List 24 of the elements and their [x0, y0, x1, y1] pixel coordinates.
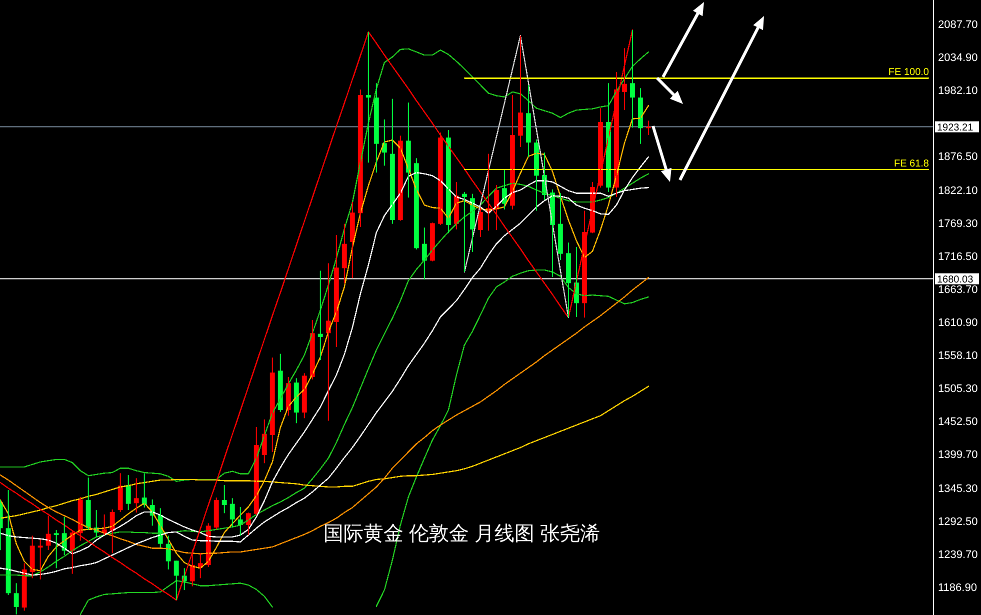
- y-tick-label: 1663.70: [938, 284, 978, 296]
- ref-line-label: 1680.03: [937, 274, 974, 286]
- y-tick-label: 1292.50: [938, 516, 978, 528]
- ref-line-label: 1923.21: [937, 122, 974, 134]
- y-tick-label: 1452.50: [938, 416, 978, 428]
- y-tick-label: 1716.50: [938, 251, 978, 263]
- y-tick-label: 1558.10: [938, 350, 978, 362]
- y-tick-label: 1769.30: [938, 218, 978, 230]
- series-label: FE 100.0: [888, 67, 930, 78]
- y-tick-label: 1399.70: [938, 449, 978, 461]
- y-tick-label: 1345.30: [938, 483, 978, 495]
- y-tick-label: 2087.70: [938, 19, 978, 31]
- line-series: [464, 35, 570, 318]
- y-tick-label: 1982.10: [938, 85, 978, 97]
- line-series: [0, 29, 634, 601]
- y-tick-label: 1505.30: [938, 383, 978, 395]
- y-tick-label: 2034.90: [938, 52, 978, 64]
- y-tick-label: 1876.50: [938, 151, 978, 163]
- series-label: FE 61.8: [894, 158, 930, 170]
- line-series: [0, 48, 650, 482]
- y-tick-label: 1610.90: [938, 317, 978, 329]
- y-tick-label: 1239.70: [938, 549, 978, 561]
- y-tick-label: 1822.10: [938, 185, 978, 197]
- y-tick-label: 1186.90: [938, 582, 977, 594]
